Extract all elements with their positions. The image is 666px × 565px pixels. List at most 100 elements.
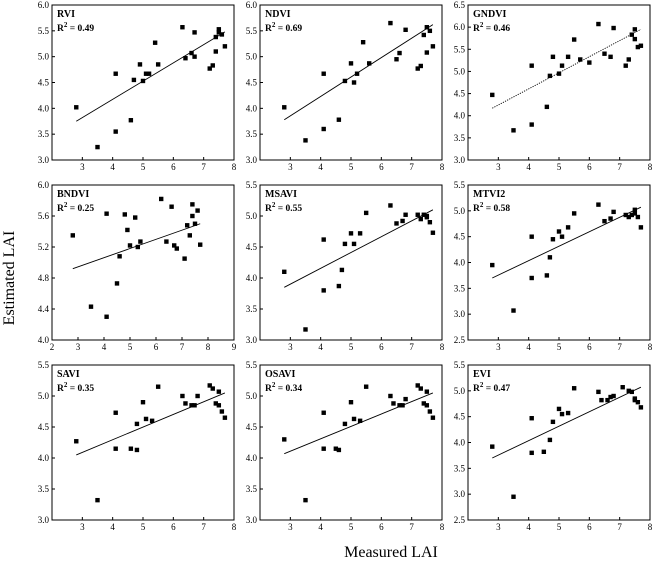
- data-point: [424, 50, 430, 55]
- data-point: [632, 27, 638, 32]
- data-point: [415, 212, 420, 217]
- data-point: [587, 60, 592, 65]
- y-tick-label: 4.5: [454, 232, 466, 242]
- x-tick-label: 7: [409, 162, 414, 172]
- r-squared-superscript: 2: [480, 21, 484, 29]
- data-point: [180, 393, 185, 399]
- data-point: [490, 262, 495, 268]
- x-tick-label: 4: [526, 522, 531, 532]
- panel-title: SAVI: [57, 369, 80, 380]
- data-point: [556, 229, 562, 234]
- data-point: [210, 386, 215, 391]
- data-point: [556, 71, 562, 76]
- data-point: [421, 212, 426, 217]
- r-squared-superscript: 2: [64, 381, 68, 389]
- data-point: [571, 386, 577, 391]
- data-point: [134, 421, 140, 427]
- x-tick-label: 6: [379, 162, 384, 172]
- data-point: [418, 216, 423, 222]
- data-point: [180, 25, 185, 30]
- y-tick-label: 4.5: [454, 89, 466, 99]
- data-point: [559, 234, 565, 239]
- data-point: [216, 389, 222, 394]
- plot-frame: [51, 184, 235, 341]
- data-point: [529, 275, 534, 281]
- data-point: [602, 51, 607, 56]
- data-point: [511, 128, 516, 133]
- data-point: [596, 202, 601, 207]
- r-squared-superscript: 2: [272, 381, 276, 389]
- y-tick-label: 3.0: [246, 155, 258, 165]
- x-tick-label: 8: [648, 162, 653, 172]
- data-point: [415, 66, 420, 71]
- data-point: [400, 403, 405, 408]
- data-point: [556, 406, 562, 412]
- data-point: [394, 221, 399, 226]
- data-point: [219, 32, 225, 37]
- x-tick-label: 3: [80, 522, 85, 532]
- data-point: [421, 32, 426, 38]
- y-tick-label: 5.5: [454, 180, 466, 190]
- data-point: [219, 409, 225, 414]
- data-point: [95, 144, 100, 150]
- data-point: [88, 304, 94, 309]
- data-point: [596, 389, 601, 395]
- data-point: [172, 243, 177, 248]
- r-squared-label: R2 = 0.69: [265, 21, 302, 34]
- x-tick-label: 8: [232, 162, 237, 172]
- data-point: [635, 400, 641, 405]
- data-point: [149, 418, 155, 423]
- data-point: [192, 30, 197, 35]
- data-point: [187, 233, 192, 238]
- r-squared-value: = 0.46: [483, 24, 510, 34]
- x-tick-label: 3: [496, 342, 501, 352]
- data-point: [303, 497, 308, 503]
- r-squared-prefix: R: [473, 384, 480, 394]
- regression-line: [284, 392, 434, 455]
- y-tick-label: 4.0: [246, 103, 258, 113]
- x-tick-label: 5: [141, 522, 146, 532]
- data-point: [388, 20, 393, 26]
- data-point: [137, 62, 143, 67]
- data-point: [216, 30, 222, 35]
- y-tick-label: 5.0: [246, 211, 258, 221]
- x-tick-label: 6: [587, 342, 592, 352]
- x-tick-label: 8: [440, 522, 445, 532]
- data-point: [192, 221, 198, 226]
- y-tick-label: 4.0: [454, 111, 466, 121]
- r-squared-value: = 0.58: [483, 204, 510, 214]
- data-point: [183, 56, 188, 61]
- data-point: [336, 447, 342, 453]
- x-tick-label: 5: [349, 342, 354, 352]
- data-point: [146, 71, 152, 76]
- data-point: [626, 214, 631, 220]
- x-tick-label: 5: [557, 522, 562, 532]
- data-point: [155, 384, 161, 389]
- y-tick-label: 6.0: [38, 0, 50, 10]
- data-point: [547, 255, 553, 260]
- data-point: [70, 233, 75, 238]
- data-point: [113, 71, 118, 76]
- y-tick-label: 6.0: [454, 22, 466, 32]
- x-tick-label: 8: [232, 522, 237, 532]
- data-point: [207, 66, 212, 71]
- data-point: [490, 92, 495, 98]
- y-tick-label: 4.0: [38, 453, 50, 463]
- data-point: [596, 21, 601, 27]
- y-tick-label: 3.0: [246, 335, 258, 345]
- y-tick-label: 3.5: [38, 129, 50, 139]
- x-tick-label: 6: [379, 342, 384, 352]
- data-point: [95, 497, 100, 503]
- data-point: [363, 384, 369, 389]
- y-tick-label: 4.5: [246, 242, 258, 252]
- y-tick-label: 3.5: [246, 304, 258, 314]
- y-tick-label: 5.0: [38, 52, 50, 62]
- data-point: [357, 231, 363, 236]
- data-point: [321, 288, 326, 293]
- data-point: [128, 118, 134, 123]
- data-point: [138, 239, 143, 244]
- data-point: [427, 409, 433, 414]
- r-squared-value: = 0.55: [275, 204, 302, 214]
